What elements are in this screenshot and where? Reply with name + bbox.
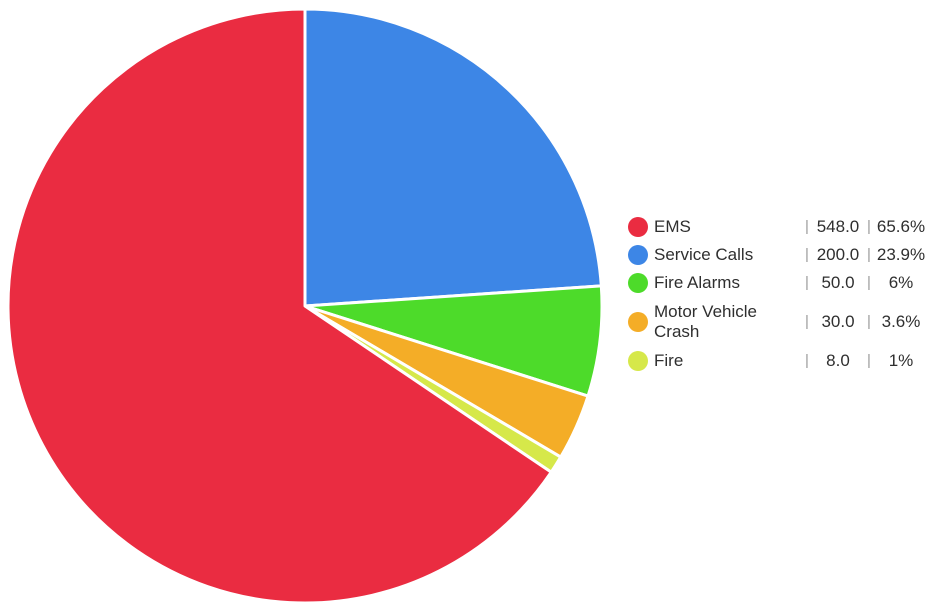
legend-swatch-fire-alarms (628, 273, 648, 293)
legend-separator: | (805, 246, 809, 263)
legend-swatch-motor-vehicle-crash (628, 312, 648, 332)
legend-item-motor-vehicle-crash: Motor Vehicle Crash | 30.0 | 3.6% (628, 297, 947, 347)
legend-item-fire: Fire | 8.0 | 1% (628, 347, 947, 375)
legend-label-motor-vehicle-crash: Motor Vehicle Crash (654, 302, 757, 341)
legend-label-service-calls: Service Calls (654, 245, 754, 264)
legend-value-motor-vehicle-crash: 30.0 (821, 312, 855, 331)
legend-item-fire-alarms: Fire Alarms | 50.0 | 6% (628, 269, 947, 297)
legend-percent-fire: 1% (888, 351, 914, 370)
legend-item-service-calls: Service Calls | 200.0 | 23.9% (628, 241, 947, 269)
legend-separator: | (805, 313, 809, 330)
legend-separator: | (867, 218, 871, 235)
pie-slice-ems (6, 7, 553, 603)
legend-value-fire: 8.0 (826, 351, 850, 370)
legend-percent-fire-alarms: 6% (888, 273, 914, 292)
legend-separator: | (805, 218, 809, 235)
legend-separator: | (867, 246, 871, 263)
legend-value-ems: 548.0 (816, 217, 860, 236)
legend-value-fire-alarms: 50.0 (821, 273, 855, 292)
legend-percent-ems: 65.6% (876, 217, 926, 236)
legend-label-fire: Fire (654, 351, 684, 370)
pie-chart (6, 7, 604, 603)
legend-label-fire-alarms: Fire Alarms (654, 273, 740, 292)
legend-separator: | (805, 274, 809, 291)
pie-slice-service-calls (303, 7, 603, 308)
legend-separator: | (805, 352, 809, 369)
legend-separator: | (867, 352, 871, 369)
legend-item-ems: EMS | 548.0 | 65.6% (628, 213, 947, 241)
legend-percent-service-calls: 23.9% (876, 245, 926, 264)
legend-value-service-calls: 200.0 (816, 245, 860, 264)
legend-separator: | (867, 313, 871, 330)
legend-swatch-ems (628, 217, 648, 237)
legend-swatch-fire (628, 351, 648, 371)
legend-separator: | (867, 274, 871, 291)
legend-swatch-service-calls (628, 245, 648, 265)
chart-legend: EMS | 548.0 | 65.6% Service Calls | 200.… (628, 213, 947, 375)
legend-percent-motor-vehicle-crash: 3.6% (881, 312, 921, 331)
legend-label-ems: EMS (654, 217, 691, 236)
